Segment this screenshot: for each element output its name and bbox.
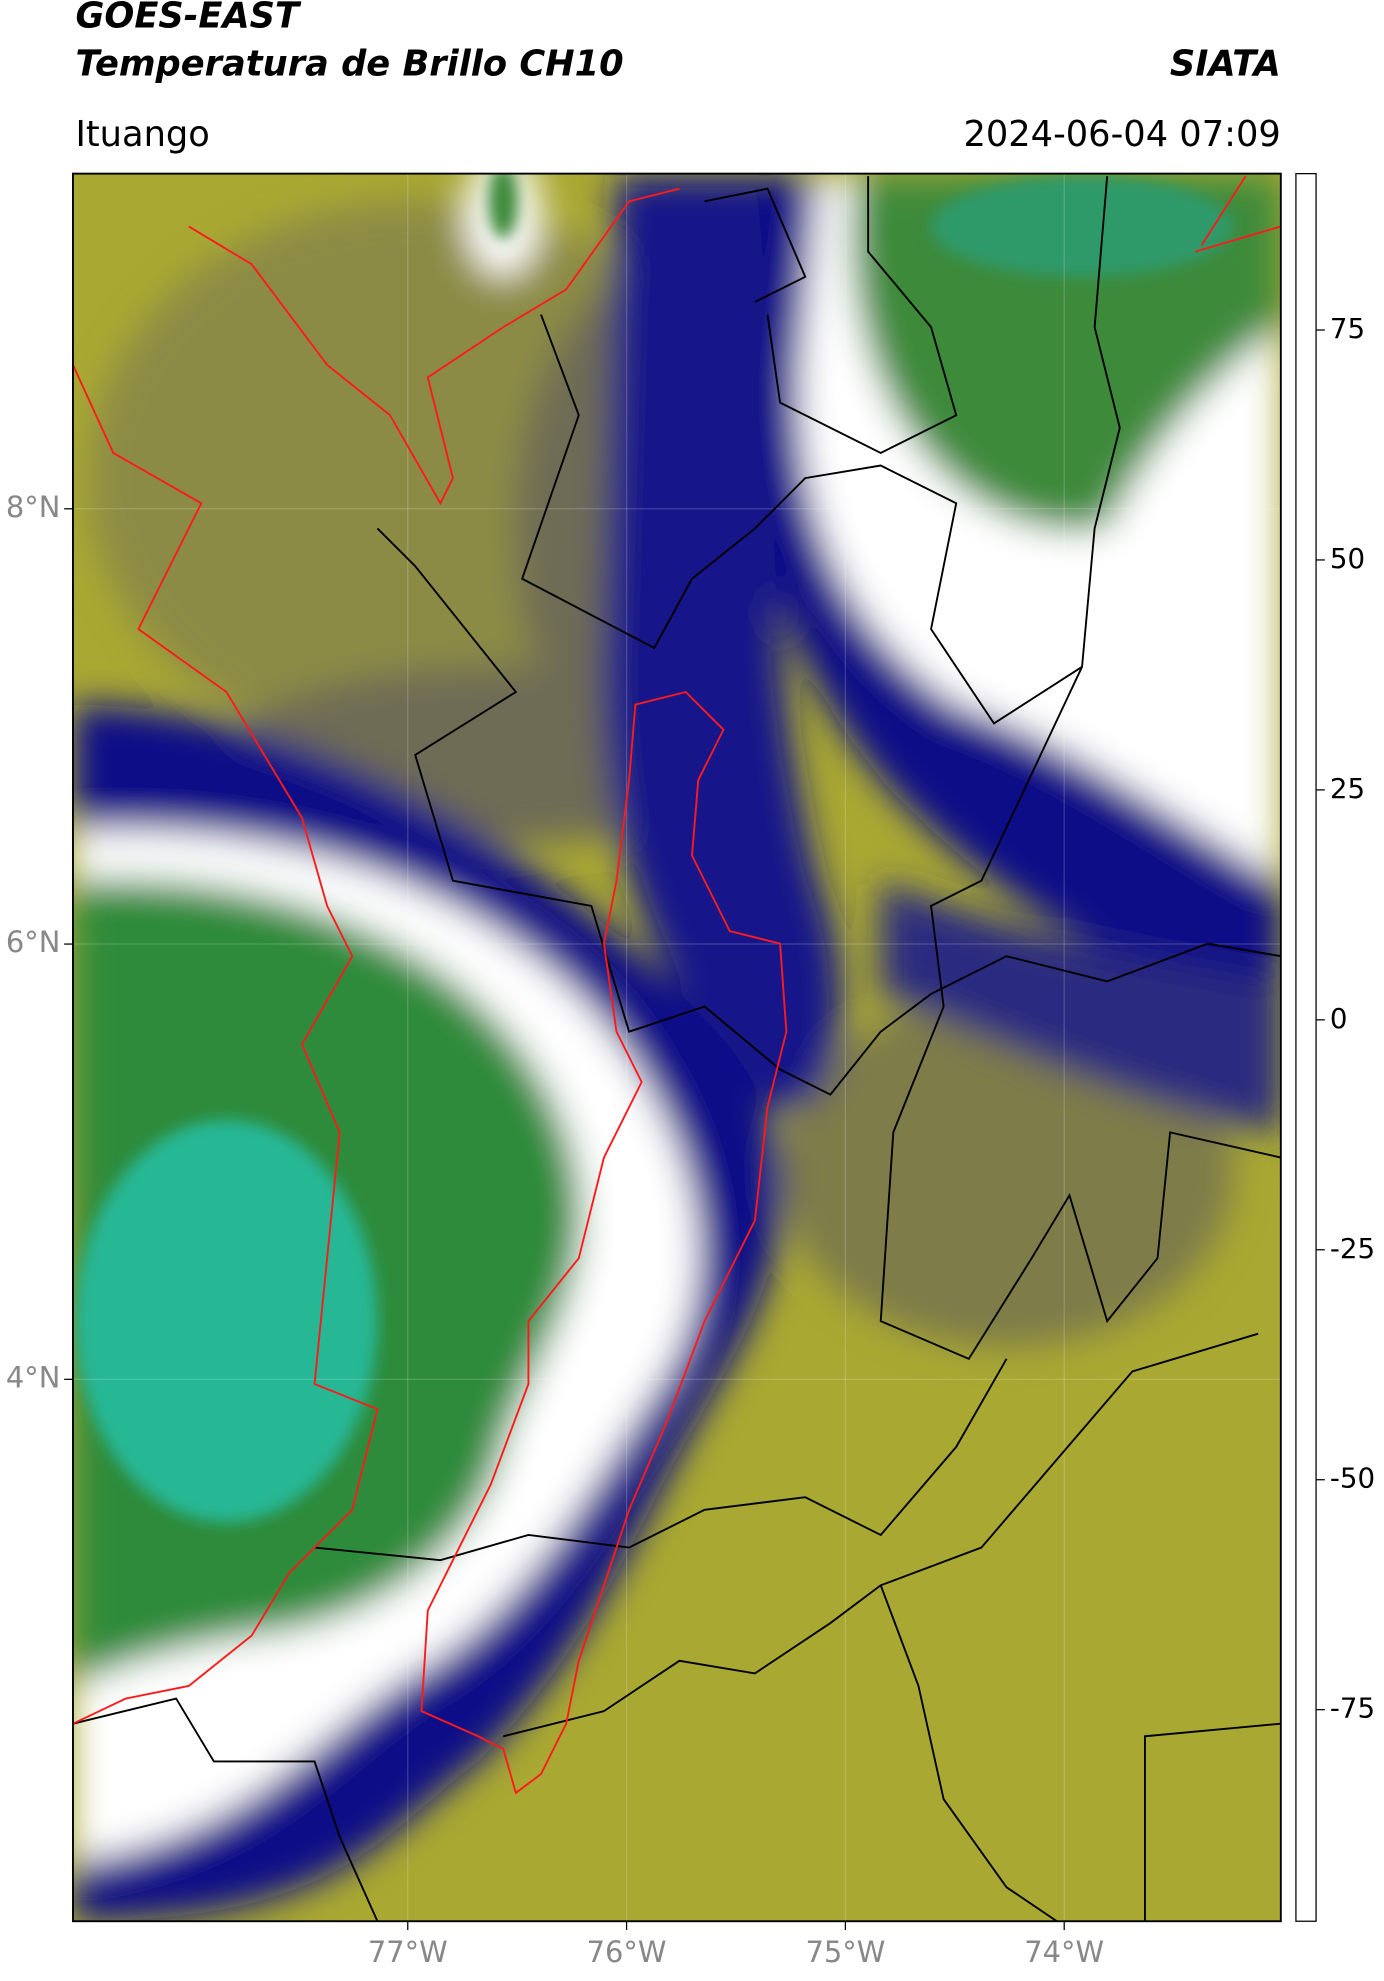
x-tick-label: 77°W — [368, 1935, 448, 1969]
colorbar-tick-label: 0 — [1330, 1002, 1348, 1035]
satellite-image — [72, 173, 1281, 1922]
x-tick-label: 75°W — [805, 1935, 885, 1969]
subtitle: Temperatura de Brillo CH10 — [75, 43, 623, 84]
colorbar-tick-label: -25 — [1330, 1232, 1375, 1265]
x-tick-label: 74°W — [1024, 1935, 1104, 1969]
colorbar-tick-label: -50 — [1330, 1462, 1375, 1495]
colorbar-tick-label: 50 — [1330, 542, 1365, 575]
y-tick-label: 8°N — [6, 490, 61, 524]
location: Ituango — [75, 114, 209, 155]
map-frame — [72, 172, 1282, 1923]
title: GOES-EAST — [75, 0, 302, 37]
colorbar — [1295, 172, 1317, 1922]
y-tick-label: 6°N — [6, 925, 61, 959]
timestamp: 2024-06-04 07:09 — [963, 114, 1280, 155]
x-tick-label: 76°W — [587, 1935, 667, 1969]
colorbar-tick-label: 25 — [1330, 772, 1365, 805]
colorbar-tick-label: -75 — [1330, 1692, 1375, 1725]
y-tick-label: 4°N — [6, 1360, 61, 1394]
brand: SIATA — [1170, 43, 1281, 84]
colorbar-tick-label: 75 — [1330, 312, 1365, 345]
